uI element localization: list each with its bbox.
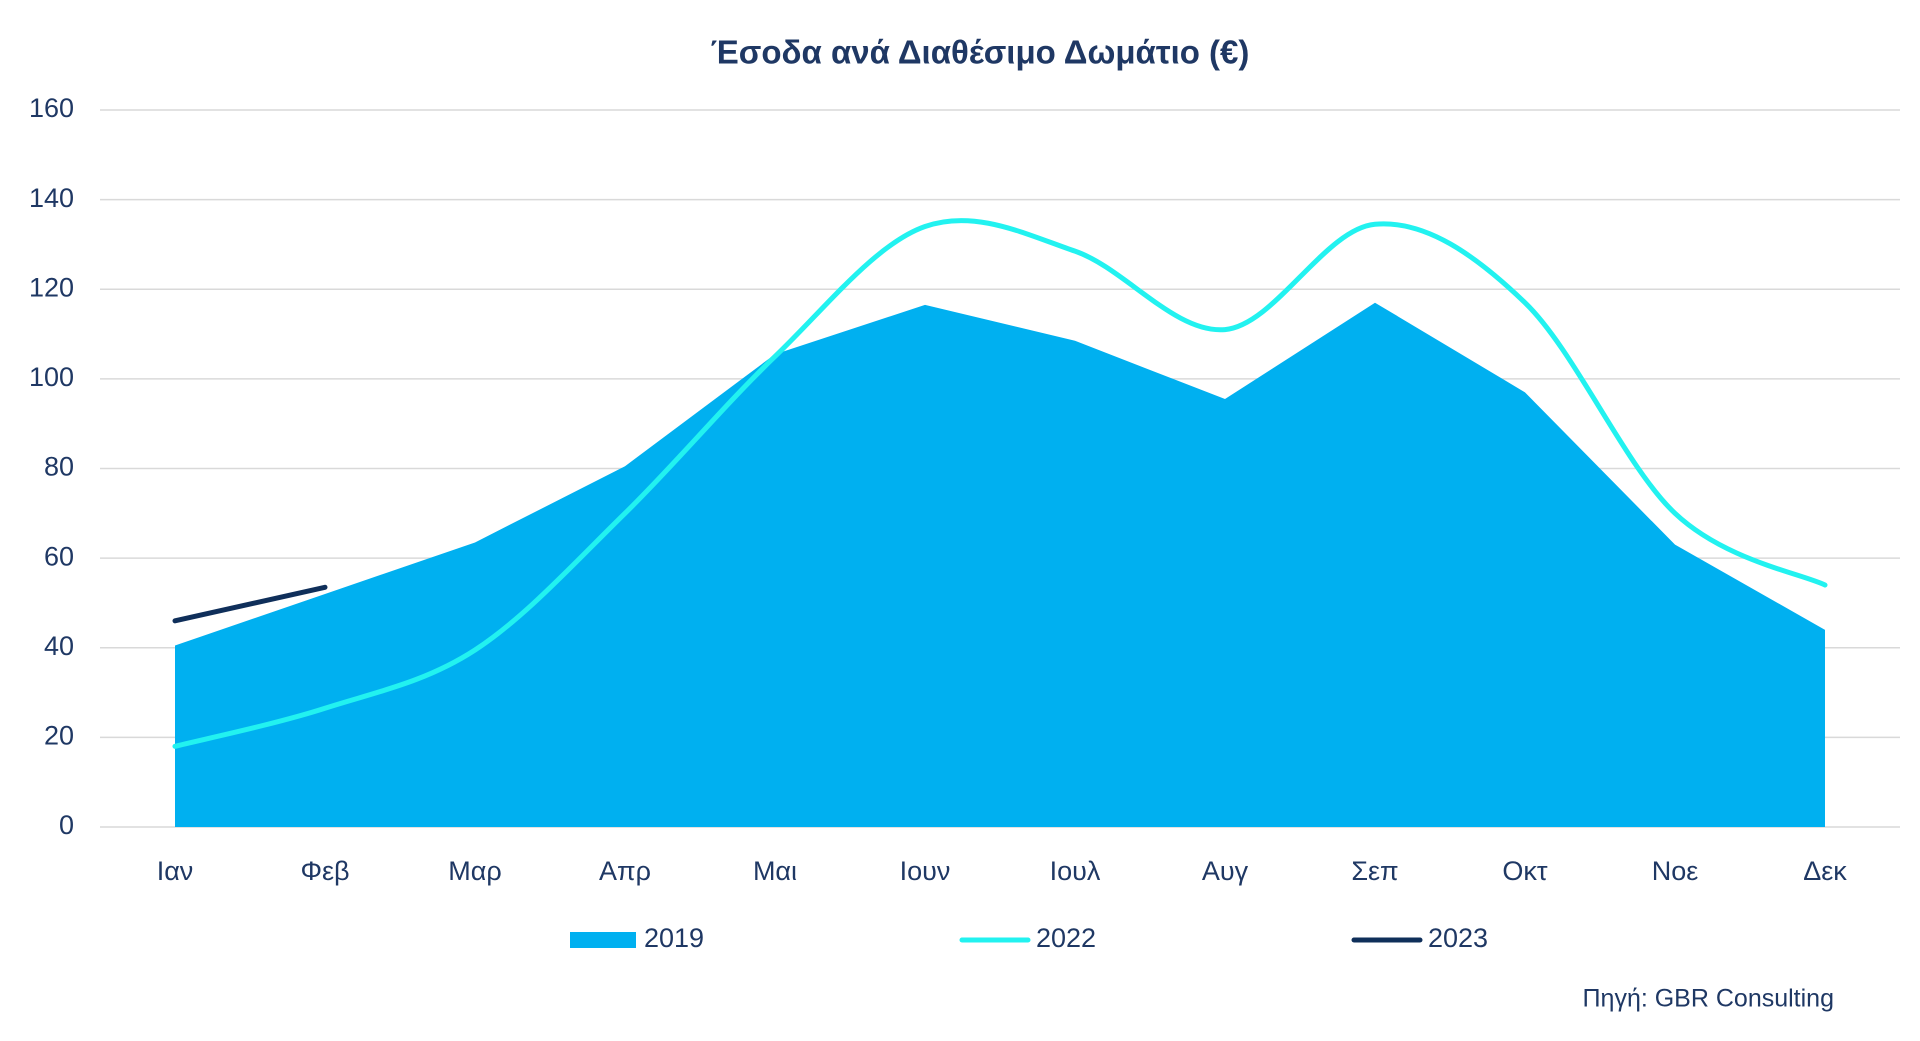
x-tick-label: Σεπ xyxy=(1351,856,1398,886)
x-tick-label: Φεβ xyxy=(300,856,349,886)
x-tick-label: Δεκ xyxy=(1803,856,1847,886)
y-tick-label: 0 xyxy=(59,810,74,840)
legend-label: 2019 xyxy=(644,923,704,953)
y-tick-label: 40 xyxy=(44,631,74,661)
x-tick-label: Μαρ xyxy=(448,856,501,886)
y-tick-label: 60 xyxy=(44,541,74,571)
x-tick-label: Απρ xyxy=(599,856,651,886)
x-tick-label: Μαι xyxy=(753,856,797,886)
x-tick-label: Ιουλ xyxy=(1050,856,1101,886)
line xyxy=(172,584,328,624)
y-tick-label: 160 xyxy=(29,93,74,123)
area xyxy=(175,302,1825,828)
x-tick-label: Οκτ xyxy=(1502,856,1548,886)
y-tick-label: 140 xyxy=(29,183,74,213)
y-tick-label: 80 xyxy=(44,452,74,482)
chart-title: Έσοδα ανά Διαθέσιμο Δωμάτιο (€) xyxy=(711,34,1250,71)
y-tick-label: 20 xyxy=(44,721,74,751)
x-tick-label: Νοε xyxy=(1652,856,1699,886)
y-tick-label: 100 xyxy=(29,362,74,392)
source-note: Πηγή: GBR Consulting xyxy=(1582,985,1834,1013)
x-tick-label: Ιαν xyxy=(157,856,194,886)
legend-swatch xyxy=(570,932,636,948)
legend-label: 2022 xyxy=(1036,923,1096,953)
x-tick-label: Αυγ xyxy=(1202,856,1249,886)
line xyxy=(172,218,1828,749)
y-tick-label: 120 xyxy=(29,272,74,302)
legend-label: 2023 xyxy=(1428,923,1488,953)
x-tick-label: Ιουν xyxy=(900,856,951,886)
